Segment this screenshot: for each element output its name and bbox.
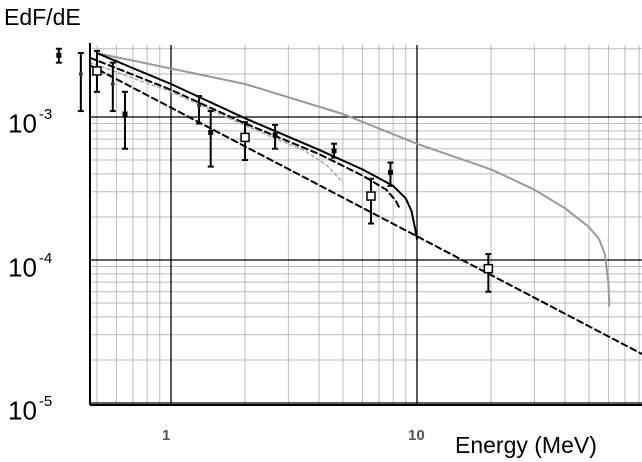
data-point [331, 148, 337, 154]
data-points [55, 47, 494, 293]
y-axis-label: EdF/dE [4, 4, 81, 30]
series-line-1 [95, 52, 611, 307]
data-point [197, 103, 202, 108]
series-lines [89, 52, 642, 355]
data-point [208, 129, 214, 135]
x-tick-label: 10 [408, 427, 425, 444]
data-point [272, 132, 278, 138]
data-point [78, 71, 83, 76]
y-tick-label: 10 -4 [8, 250, 53, 283]
data-point [483, 263, 494, 274]
axes [89, 43, 642, 406]
series-line-3 [89, 64, 642, 355]
x-tick-label: 1 [162, 427, 171, 444]
data-point [387, 169, 393, 175]
major-grid [90, 45, 642, 405]
x-axis-label: Energy (MeV) [455, 432, 597, 458]
data-point [366, 191, 376, 201]
minor-grid [90, 45, 642, 405]
series-line-2 [95, 52, 418, 241]
data-point [122, 111, 128, 117]
y-tick-label: 10 -3 [8, 106, 53, 139]
series-line-4 [89, 56, 401, 210]
data-point [56, 52, 62, 58]
data-point [92, 66, 102, 76]
data-point [240, 132, 250, 143]
series-line-5 [89, 61, 344, 183]
y-tick-label: 10 -5 [8, 393, 53, 426]
data-point [110, 82, 115, 87]
